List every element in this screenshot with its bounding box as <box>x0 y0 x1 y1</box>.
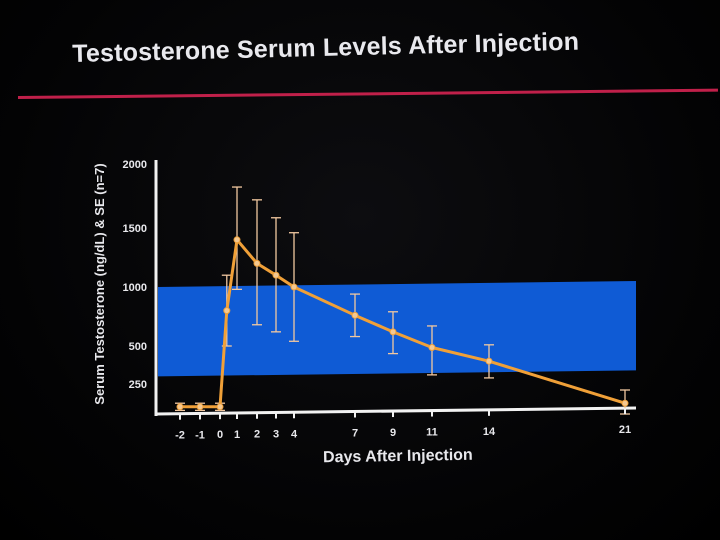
y-tick-label: 250 <box>129 379 147 391</box>
x-tick-label: 0 <box>217 429 223 441</box>
x-axis-line <box>155 406 637 416</box>
data-point <box>485 357 493 365</box>
y-tick-label: 2000 <box>123 159 147 171</box>
x-tick-label: 14 <box>483 426 496 438</box>
x-tick-label: 2 <box>254 429 260 441</box>
data-point <box>621 399 629 407</box>
x-tick-label: 21 <box>619 424 631 436</box>
x-tick-label: 4 <box>291 428 298 440</box>
y-tick-label: 1500 <box>123 223 147 235</box>
data-point <box>351 311 359 319</box>
y-axis-label: Serum Testosterone (ng/dL) & SE (n=7) <box>92 163 107 404</box>
data-point <box>196 403 204 411</box>
x-axis-label: Days After Injection <box>323 447 473 467</box>
data-point <box>233 236 241 244</box>
x-tick-label: 1 <box>234 429 240 441</box>
data-point <box>176 403 184 411</box>
data-point <box>428 344 436 352</box>
x-tick-label: 7 <box>352 428 358 440</box>
x-tick-label: -1 <box>195 429 205 441</box>
data-point <box>389 328 397 336</box>
y-tick-label: 1000 <box>123 282 147 294</box>
data-point <box>216 403 224 411</box>
data-point <box>223 307 231 315</box>
data-point <box>253 259 261 267</box>
x-tick-label: 9 <box>390 427 396 439</box>
normal-range-band <box>158 281 636 377</box>
x-tick-label: 11 <box>426 427 438 439</box>
data-point <box>272 271 280 279</box>
data-point <box>290 283 298 291</box>
x-tick-label: 3 <box>273 429 279 441</box>
y-tick-label: 500 <box>129 341 147 353</box>
x-tick-label: -2 <box>175 430 185 442</box>
